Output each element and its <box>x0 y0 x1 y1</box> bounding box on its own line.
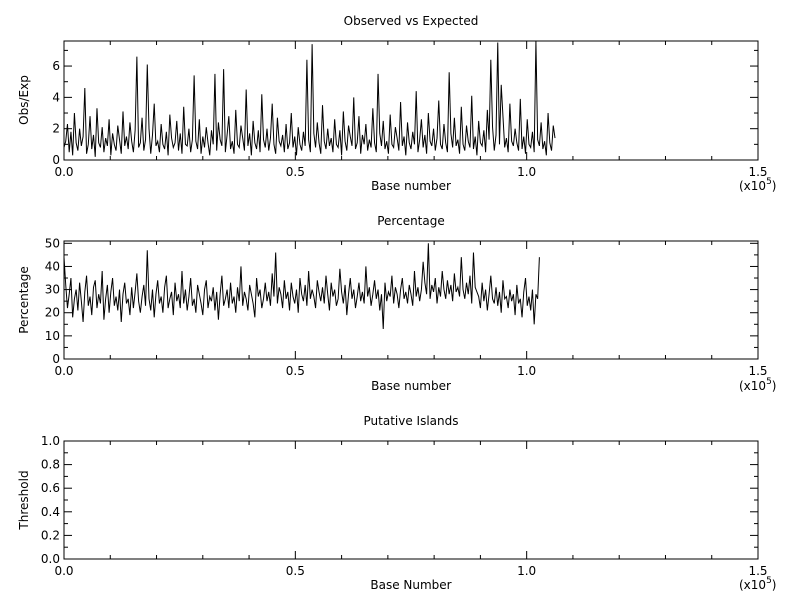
islands-title: Putative Islands <box>364 414 459 428</box>
obs-exp-title: Observed vs Expected <box>344 14 479 28</box>
obs-exp-x-scale: (x105) <box>739 177 776 193</box>
percentage-xlabel: Base number <box>371 379 451 393</box>
obs-exp-x-tick-label: 0.5 <box>286 165 305 179</box>
percentage-y-tick-label: 10 <box>45 329 60 343</box>
obs-exp-x-tick-label: 1.5 <box>748 165 767 179</box>
percentage-panel: Percentage Base number Percentage (x105)… <box>17 214 776 393</box>
percentage-x-scale: (x105) <box>739 377 776 393</box>
islands-y-tick-label: 0.6 <box>41 481 60 495</box>
islands-ylabel: Threshold <box>17 470 31 530</box>
percentage-x-tick-label: 1.5 <box>748 364 767 378</box>
islands-plot-frame <box>63 440 759 560</box>
islands-x-tick-label: 0.0 <box>54 564 73 578</box>
islands-y-tick-label: 1.0 <box>41 434 60 448</box>
obs-exp-series-line <box>63 40 556 157</box>
obs-exp-panel: Observed vs Expected Base number Obs/Exp… <box>17 14 776 193</box>
islands-y-tick-label: 0.8 <box>41 458 60 472</box>
islands-y-tick-label: 0.4 <box>41 505 60 519</box>
percentage-x-tick-label: 1.0 <box>517 364 536 378</box>
obs-exp-xlabel: Base number <box>371 179 451 193</box>
obs-exp-plot-frame <box>63 40 759 161</box>
percentage-y-tick-label: 0 <box>52 352 60 366</box>
obs-exp-x-tick-label: 0.0 <box>54 165 73 179</box>
obs-exp-y-tick-label: 4 <box>52 90 60 104</box>
percentage-ylabel: Percentage <box>17 266 31 334</box>
obs-exp-y-tick-label: 2 <box>52 122 60 136</box>
obs-exp-y-tick-label: 6 <box>52 59 60 73</box>
obs-exp-y-tick-label: 0 <box>52 153 60 167</box>
obs-exp-ylabel: Obs/Exp <box>17 75 31 125</box>
percentage-plot-frame <box>63 240 759 360</box>
obs-exp-x-tick-label: 1.0 <box>517 165 536 179</box>
islands-x-scale: (x105) <box>739 576 776 592</box>
islands-panel: Putative Islands Base Number Threshold (… <box>17 414 776 592</box>
islands-x-tick-label: 1.0 <box>517 564 536 578</box>
islands-xlabel: Base Number <box>370 578 451 592</box>
islands-x-tick-label: 0.5 <box>286 564 305 578</box>
percentage-x-tick-label: 0.0 <box>54 364 73 378</box>
percentage-y-tick-label: 20 <box>45 306 60 320</box>
islands-y-tick-label: 0.2 <box>41 528 60 542</box>
percentage-y-tick-label: 50 <box>45 236 60 250</box>
percentage-title: Percentage <box>377 214 445 228</box>
percentage-y-tick-label: 40 <box>45 259 60 273</box>
percentage-y-tick-label: 30 <box>45 283 60 297</box>
islands-x-tick-label: 1.5 <box>748 564 767 578</box>
percentage-x-tick-label: 0.5 <box>286 364 305 378</box>
percentage-series-line <box>63 243 540 329</box>
islands-y-tick-label: 0.0 <box>41 552 60 566</box>
